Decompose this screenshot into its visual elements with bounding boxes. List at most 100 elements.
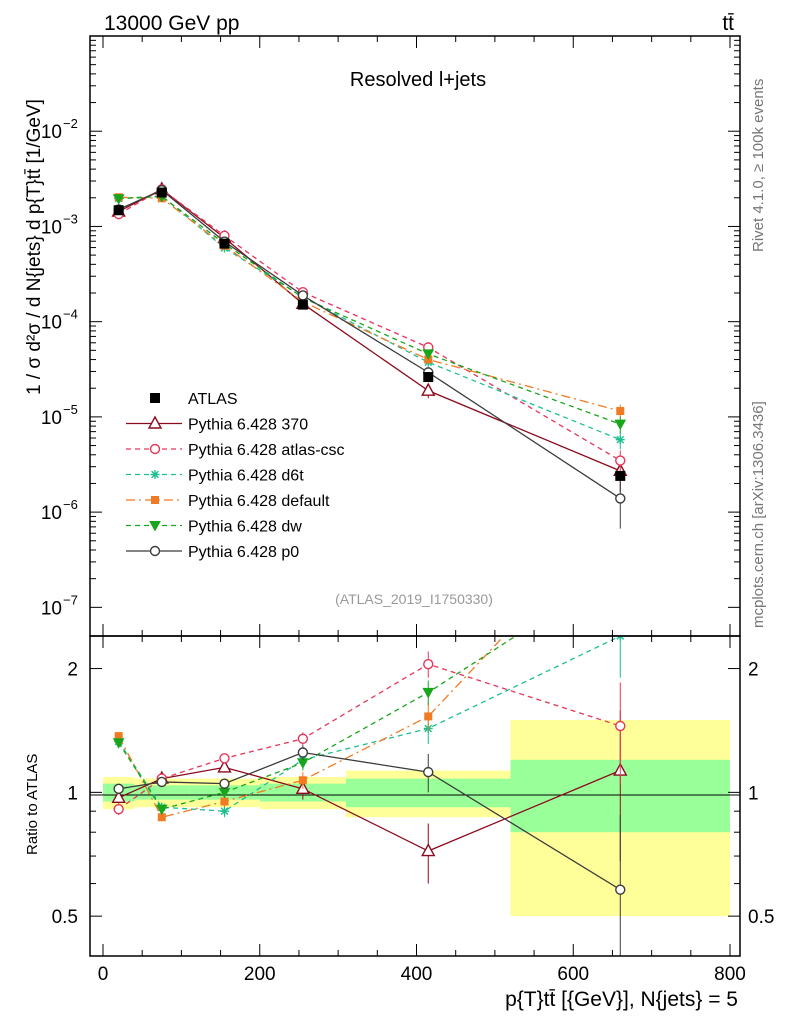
series-line [118,195,621,425]
data-point [113,205,124,216]
y-tick-label-exp: −2 [63,116,78,131]
x-tick-label: 600 [557,964,589,985]
mcplots-label: mcplots.cern.ch [arXiv:1306.3436] [750,401,767,628]
legend-label: Pythia 6.428 370 [188,417,308,434]
ratio-point [112,738,125,749]
energy-label: 13000 GeV pp [104,12,239,35]
ratio-line [118,636,621,812]
ratio-point [217,759,232,773]
ratio-line [118,766,621,852]
y-tick-label: 10 [41,122,62,143]
main-panel: Resolved l+jets (ATLAS_2019_I1750330) 10… [24,35,741,637]
ratio-point [297,747,309,758]
ratio-tick-label-right: 0.5 [748,907,774,928]
y-tick-label-exp: −4 [63,307,78,322]
data-point [297,299,308,310]
ratio-panel: 0.5 0.5 1 1 2 2 Ratio to ATLAS [24,565,774,957]
ratio-point [220,797,229,806]
y-tick-label-exp: −3 [63,211,78,226]
series-point [614,419,627,431]
ratio-point [615,884,626,895]
series-point [421,382,436,396]
y-tick-label-exp: −6 [63,497,78,512]
ratio-point [111,789,126,803]
ratio-point [297,758,309,769]
legend-label: Pythia 6.428 dw [188,519,302,536]
y-tick-label: 10 [41,217,62,238]
main-data-points [113,187,626,481]
series-point [422,349,435,360]
ratio-series-5 [113,745,626,956]
data-point [423,372,434,383]
ratio-point [297,733,309,744]
series-line [118,196,621,412]
legend-label: Pythia 6.428 p0 [188,544,299,561]
y-tick-label: 10 [41,503,62,524]
legend-marker [151,496,159,504]
ratio-point [422,687,435,699]
legend-label: Pythia 6.428 default [188,493,330,510]
x-axis-tick-labels: 0 200 400 600 800 [98,964,746,985]
ratio-point [219,806,229,816]
ratio-point [298,776,307,785]
ratio-tick-label: 2 [67,660,78,681]
ratio-tick-label-right: 1 [748,783,759,804]
ratio-point [219,753,230,764]
legend: ATLAS Pythia 6.428 370 Pythia 6.428 atlas-… [126,391,345,561]
ratio-point [156,776,167,788]
y-tick-label: 10 [41,313,62,334]
ratio-series-4 [112,565,625,816]
legend-marker [149,545,161,557]
legend-marker [149,443,161,455]
series-point [615,455,626,466]
main-axis-ticks: 10−210−310−410−510−610−7 [41,35,740,636]
x-axis-label: p{T}tt̄ [{GeV}], N{jets} = 5 [505,988,738,1011]
ratio-point [113,783,124,795]
ratio-point [155,804,168,816]
ratio-point [615,720,626,732]
ratio-point [421,843,436,857]
series-line [118,189,621,499]
ratio-y-label: Ratio to ATLAS [24,754,41,855]
ratio-point [114,732,123,741]
ratio-series-3 [114,636,505,822]
process-label: tt̄ [722,12,734,35]
ratio-point [423,658,434,670]
series-point [297,290,309,301]
legend-marker [149,521,161,532]
ratio-line [118,663,621,810]
series-point [615,493,626,504]
x-tick-label: 800 [714,964,746,985]
data-point [615,470,626,481]
ratio-point [615,565,625,574]
y-axis-label: 1 / σ d²σ / d N{jets} d p{T}tt̄ [1/GeV] [24,99,45,395]
ratio-tick-label: 1 [67,783,78,804]
x-tick-label: 400 [401,964,433,985]
legend-marker [150,470,160,479]
ratio-series-group [111,565,628,956]
legend-marker [147,415,163,429]
chart-title: Resolved l+jets [350,69,486,91]
ratio-tick-label: 0.5 [52,907,78,928]
series-point [112,194,125,205]
data-point [219,238,230,249]
legend-label: Pythia 6.428 d6t [188,468,304,485]
ratio-line [118,751,621,891]
ratio-point [423,766,434,778]
series-2 [114,191,625,450]
ratio-point [157,813,166,822]
series-point [616,407,625,416]
ratio-frame [89,635,741,957]
y-tick-label: 10 [41,408,62,429]
legend-label: ATLAS [188,391,238,408]
y-tick-label-exp: −7 [63,592,78,607]
rivet-label: Rivet 4.1.0, ≥ 100k events [750,79,767,252]
data-point [156,187,167,198]
analysis-id: (ATLAS_2019_I1750330) [335,591,493,607]
ratio-point [219,778,230,789]
ratio-point [113,803,124,815]
legend-label: Pythia 6.428 atlas-csc [188,442,345,459]
legend-marker [150,393,160,403]
ratio-point [424,712,433,721]
